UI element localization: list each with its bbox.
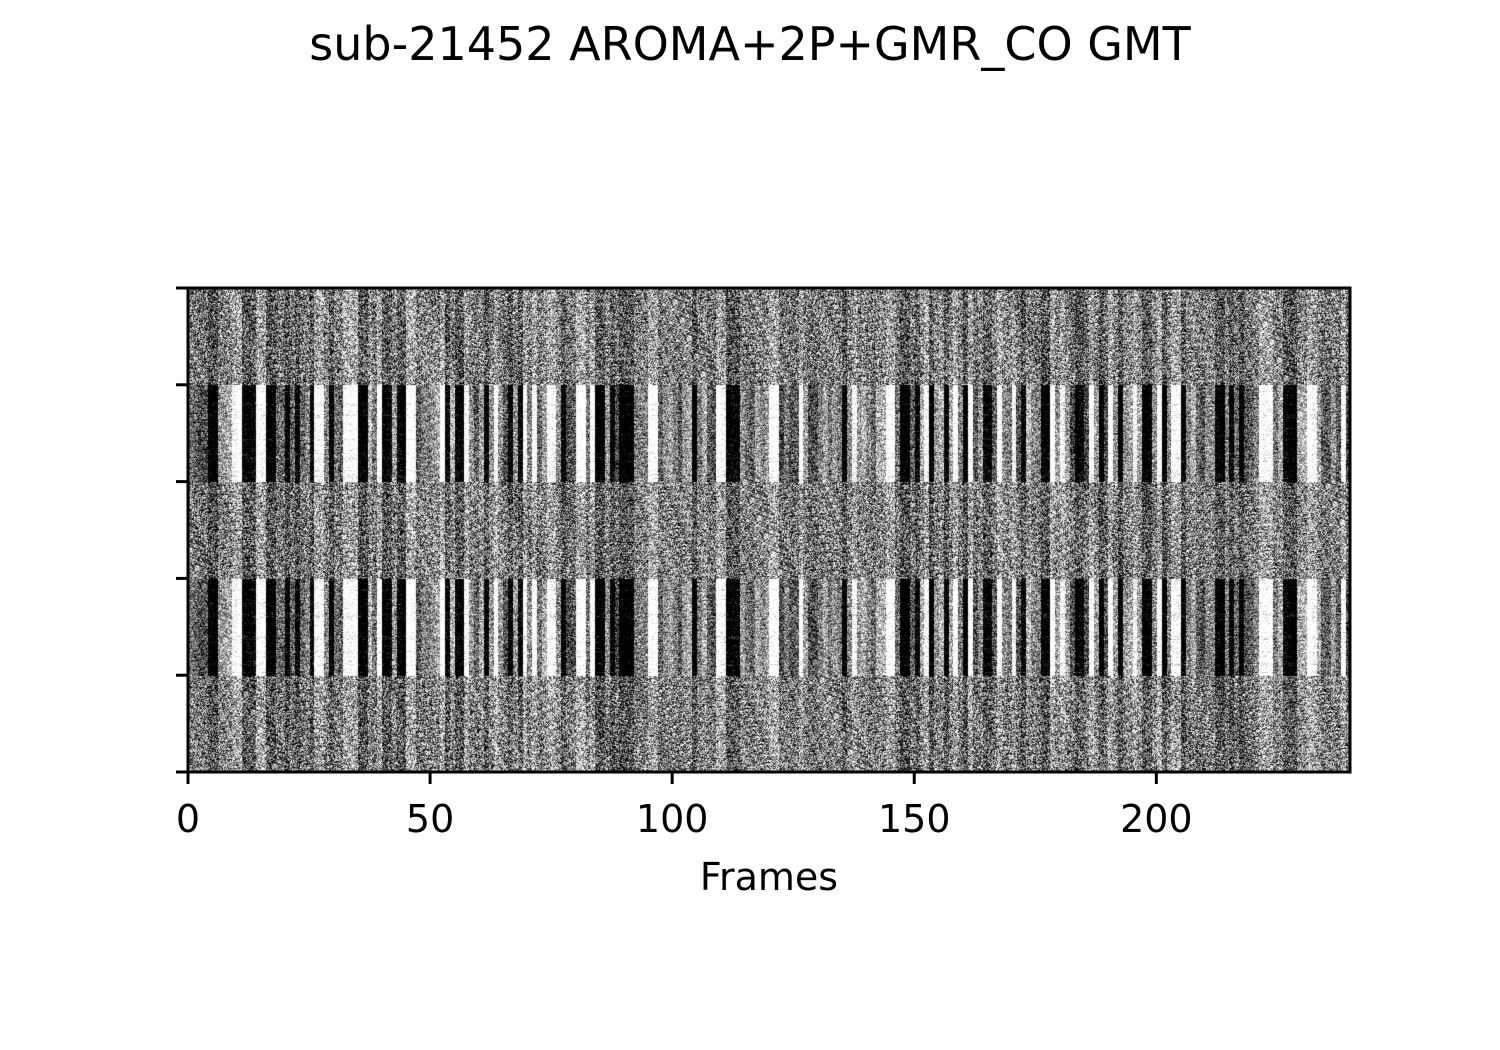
axes-frame bbox=[186, 286, 1352, 774]
y-axis-ticks bbox=[176, 286, 188, 774]
x-axis-ticks: 0 50 100 150 200 bbox=[176, 772, 1193, 841]
x-tick-label: 50 bbox=[406, 797, 454, 841]
x-axis-label: Frames bbox=[700, 855, 838, 899]
carpet-heatmap bbox=[188, 288, 1350, 772]
x-tick-label: 0 bbox=[176, 797, 200, 841]
x-tick-label: 150 bbox=[878, 797, 951, 841]
x-tick-label: 100 bbox=[636, 797, 709, 841]
x-tick-label: 200 bbox=[1120, 797, 1193, 841]
plot-area bbox=[186, 286, 1352, 774]
chart-title: sub-21452 AROMA+2P+GMR_CO GMT bbox=[309, 17, 1191, 71]
